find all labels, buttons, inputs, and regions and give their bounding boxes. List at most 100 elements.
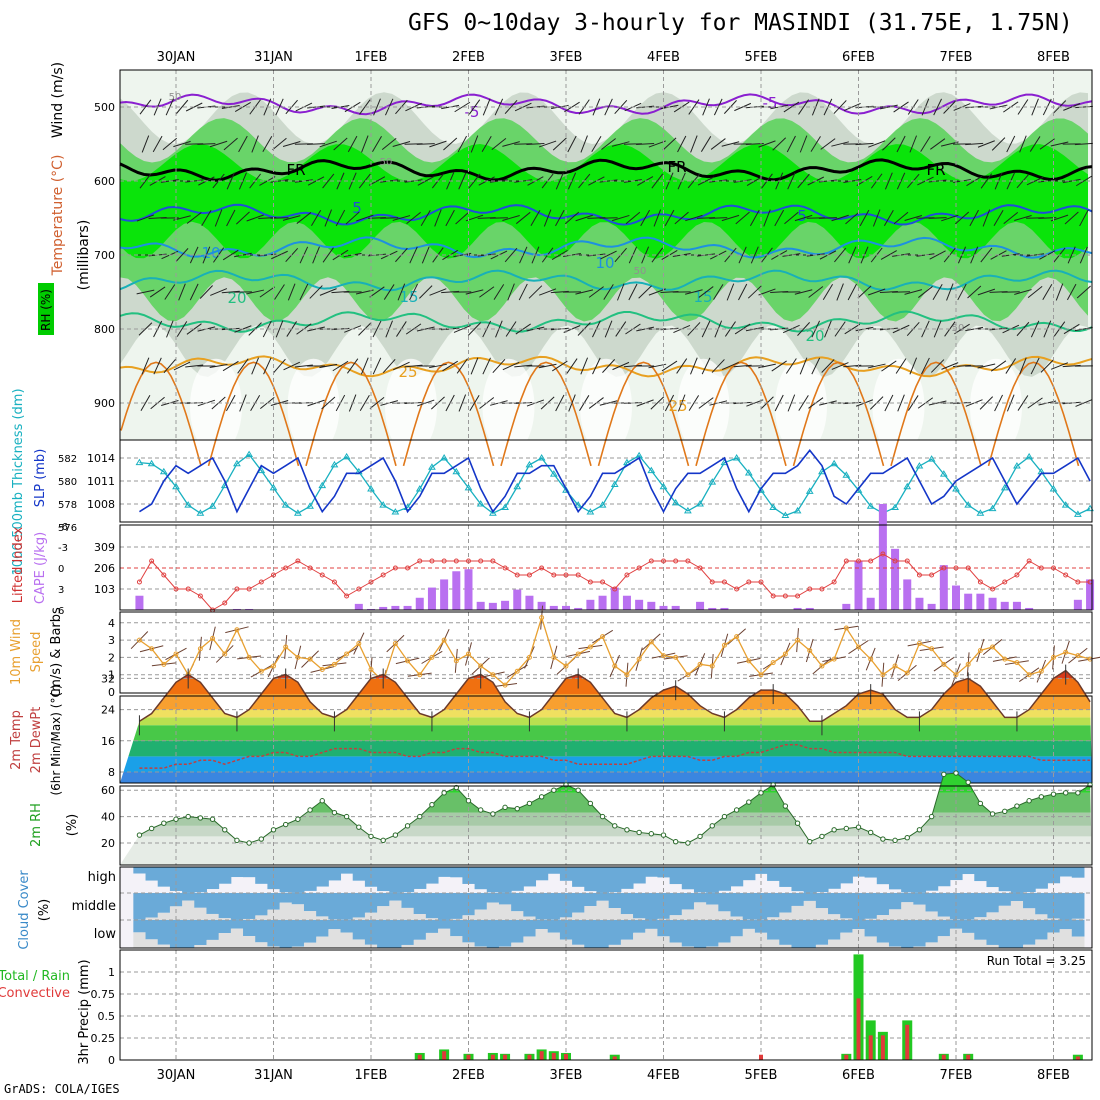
cloud-cover-bar <box>681 920 695 947</box>
top-date-label: 6FEB <box>842 50 875 65</box>
precip-tick-label: 1 <box>108 966 115 979</box>
wind-barb <box>136 289 155 295</box>
wind-barb <box>417 399 435 407</box>
cloud-cover-bar <box>584 893 597 907</box>
cape-bar <box>586 599 595 610</box>
wind-barb <box>136 214 155 222</box>
wind-barb <box>324 209 332 227</box>
rh-dry-area <box>970 358 1022 455</box>
cloud-cover-bar <box>608 867 622 893</box>
rh-point <box>1002 808 1008 815</box>
cape-bar <box>135 595 144 610</box>
rh-dry-area <box>677 358 730 455</box>
wind-barb <box>628 283 638 301</box>
cloud-cover-bar <box>876 893 890 916</box>
lifted-index-point <box>161 572 167 578</box>
wind-speed-point <box>685 672 691 678</box>
wind-speed-point <box>880 672 886 678</box>
lifted-index-point <box>673 558 679 564</box>
wind-speed-point <box>331 661 337 667</box>
wind-barb <box>1030 320 1040 338</box>
lifted-index-point <box>941 565 947 571</box>
cloud-cover-bar <box>498 893 512 905</box>
wind-barb <box>844 323 861 335</box>
wind-tick-label: 2 <box>108 651 115 664</box>
precip-convective-label: Convective <box>0 986 70 1001</box>
wind-barb <box>178 283 186 301</box>
cloud-cover-bar <box>498 867 512 893</box>
cloud-cover-bar <box>913 893 927 905</box>
cloud-cover-bar <box>706 920 719 947</box>
lifted-index-tick-label: 6 <box>58 606 64 617</box>
cloud-cover-bar <box>133 893 147 920</box>
wind-barb <box>993 209 1004 227</box>
wind-barb <box>990 360 1007 372</box>
wind-barb <box>470 135 479 153</box>
cape-bar <box>440 579 449 610</box>
cloud-cover-bar <box>876 867 890 885</box>
wind-barb <box>358 173 371 189</box>
rh-point <box>880 836 886 842</box>
cape-bar <box>367 608 375 610</box>
rh-band <box>120 825 1092 837</box>
wind-barb <box>1074 326 1093 332</box>
precip-ylabel: 3hr Precip (mm) <box>77 959 92 1064</box>
date-axes: 30JAN 30JAN 31JAN 31JAN 1FEB 1FEB 2FEB 2FEB 3FEB… <box>157 50 1070 1083</box>
bottom-date-label: 30JAN <box>157 1068 196 1083</box>
cloud-cover-bar <box>389 893 402 901</box>
cloud-cover-bar <box>596 893 610 901</box>
wind-barb <box>884 172 893 190</box>
cloud-gap <box>876 942 890 948</box>
cloud-cover-bar <box>767 893 780 918</box>
thickness-point <box>598 501 607 508</box>
thickness-point <box>976 509 985 516</box>
rh-dry-area <box>872 358 925 455</box>
cloud-cover-bar <box>377 867 390 892</box>
wind-speed-point <box>709 663 715 669</box>
cloud-cover-bar <box>913 920 927 947</box>
cloud-cover-bar <box>206 867 220 890</box>
cloud-cover-bar <box>803 893 817 901</box>
wind-barb <box>640 209 651 227</box>
wind-barb <box>1067 246 1076 264</box>
cloud-cover-bar <box>742 893 756 920</box>
cloud-cover-bar <box>949 867 963 881</box>
isotherm-line <box>119 203 1093 226</box>
wind-barb <box>1040 359 1055 373</box>
wind-barb <box>1014 215 1032 221</box>
cape-bar <box>976 593 985 610</box>
cloud-gap <box>511 911 524 920</box>
rh-point <box>1026 798 1032 804</box>
wind-barb <box>149 286 166 298</box>
wind-barb <box>603 284 614 300</box>
top-date-label: 2FEB <box>452 50 485 65</box>
wind-barb <box>930 359 945 373</box>
wind-speed-point <box>514 668 520 674</box>
lifted-index-point <box>612 586 618 592</box>
cape-bar <box>805 607 814 610</box>
wind-barb <box>361 135 369 153</box>
wind-speed-point <box>405 658 411 664</box>
cloud-gap <box>389 900 402 920</box>
wind-barb <box>883 209 894 227</box>
cloud-gap <box>913 904 927 920</box>
lifted-index-point <box>916 572 922 578</box>
cloud-cover-bar <box>1071 920 1085 937</box>
precip-convective-bar <box>527 1054 532 1060</box>
cape-bar <box>1025 607 1034 610</box>
rh-point <box>161 820 167 826</box>
wind-speed-point <box>941 661 947 667</box>
wind-barb <box>519 246 528 264</box>
wind-barb <box>409 283 419 301</box>
wind-barb <box>700 136 712 152</box>
wind-speed-point <box>636 656 642 662</box>
wind-barb <box>555 209 565 227</box>
cloud-gap <box>828 939 841 948</box>
cloud-cover-bar <box>669 867 683 885</box>
wind-barb <box>735 211 750 225</box>
cloud-gap <box>913 946 927 948</box>
lifted-index-point <box>904 558 910 564</box>
cape-bar <box>610 587 619 610</box>
cloud-cover-bar <box>779 867 792 887</box>
wind-barb <box>734 102 752 112</box>
